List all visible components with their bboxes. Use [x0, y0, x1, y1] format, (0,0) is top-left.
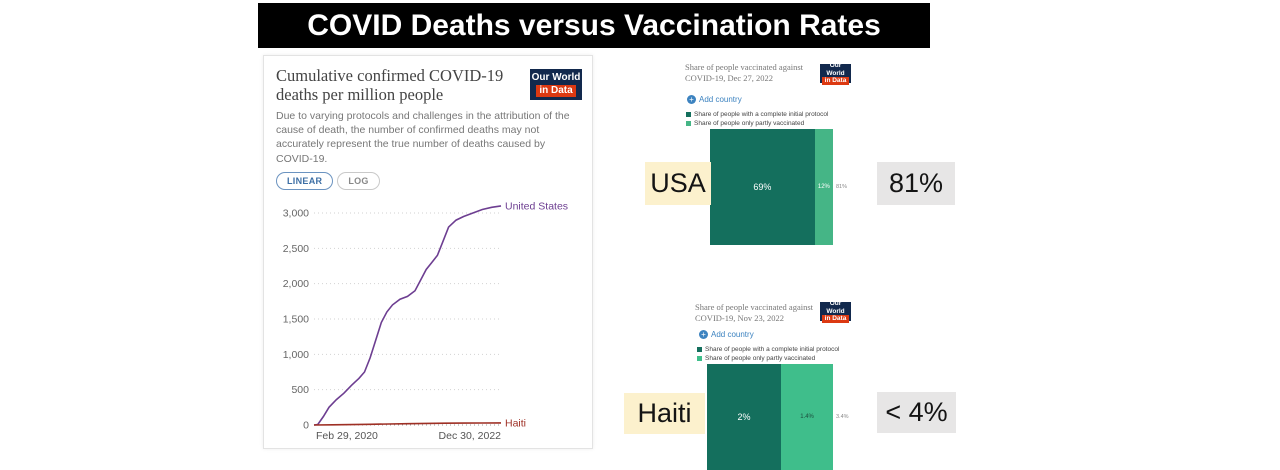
- owid-logo-line2: in Data: [821, 77, 850, 86]
- legend: Share of people with a complete initial …: [686, 109, 828, 127]
- legend-label-complete: Share of people with a complete initial …: [694, 111, 829, 118]
- legend-swatch-complete: [697, 347, 702, 352]
- series-end-label: Haiti: [505, 417, 526, 429]
- x-tick-label-start: Feb 29, 2020: [316, 430, 378, 442]
- owid-logo: Our World in Data: [530, 69, 582, 100]
- linear-toggle-button[interactable]: LINEAR: [276, 172, 334, 190]
- add-country-button[interactable]: + Add country: [699, 330, 754, 339]
- vaccination-bar-haiti: 2% 1.4% 3.4%: [707, 364, 849, 470]
- legend-item-partly-vaccinated[interactable]: Share of people only partly vaccinated: [697, 355, 839, 362]
- add-country-button[interactable]: + Add country: [687, 95, 742, 104]
- x-axis-labels: Feb 29, 2020 Dec 30, 2022: [316, 430, 501, 442]
- usa-country-callout: USA: [645, 162, 711, 205]
- add-country-label: Add country: [711, 330, 754, 339]
- owid-logo: Our World in Data: [820, 61, 851, 86]
- y-tick-label: 3,000: [283, 208, 309, 220]
- legend-label-partial: Share of people only partly vaccinated: [705, 355, 816, 362]
- slide-title: COVID Deaths versus Vaccination Rates: [307, 8, 881, 42]
- segment-value-label: 2%: [737, 412, 751, 422]
- legend-swatch-complete: [686, 112, 691, 117]
- log-toggle-button[interactable]: LOG: [337, 172, 380, 190]
- bar-segment-complete: 2%: [707, 364, 782, 470]
- vaccination-chart-usa-title: Share of people vaccinated against COVID…: [685, 62, 804, 84]
- owid-logo-line1: Our World: [826, 61, 845, 77]
- legend-label-partial: Share of people only partly vaccinated: [694, 120, 805, 127]
- deaths-line-chart: 0 500 1,000 1,500 2,000 2,500 3,000 Feb 29, 20…: [283, 201, 568, 442]
- bar-segment-partial: 12%: [814, 129, 833, 245]
- owid-logo-line2: in Data: [821, 315, 850, 324]
- owid-logo-line2: in Data: [536, 84, 576, 97]
- owid-logo-line1: Our World: [531, 72, 581, 83]
- y-tick-label: 2,000: [283, 278, 309, 290]
- owid-logo: Our World in Data: [820, 299, 851, 324]
- legend-swatch-partial: [686, 121, 691, 126]
- stacked-bar: 2% 1.4%: [707, 364, 833, 470]
- y-tick-label: 500: [291, 384, 309, 396]
- series-lines: [313, 205, 502, 426]
- series-end-label: United States: [505, 201, 568, 212]
- segment-value-label: 69%: [753, 182, 772, 192]
- owid-logo-line1: Our World: [826, 299, 845, 315]
- y-tick-label: 1,000: [283, 349, 309, 361]
- legend-item-complete-protocol[interactable]: Share of people with a complete initial …: [686, 111, 828, 118]
- y-tick-label: 0: [303, 420, 309, 432]
- series-line-united-states: [313, 205, 502, 426]
- deaths-chart-card: Cumulative confirmed COVID-19 deaths per…: [263, 55, 593, 449]
- legend-item-complete-protocol[interactable]: Share of people with a complete initial …: [697, 346, 839, 353]
- usa-rate-callout: 81%: [877, 162, 955, 205]
- deaths-chart-title: Cumulative confirmed COVID-19 deaths per…: [276, 66, 504, 104]
- haiti-rate-callout: < 4%: [877, 392, 956, 433]
- vaccination-chart-haiti-title: Share of people vaccinated against COVID…: [695, 302, 814, 324]
- scale-toggle-group: LINEAR LOG: [276, 172, 380, 190]
- gridlines: 0 500 1,000 1,500 2,000 2,500 3,000: [283, 208, 501, 432]
- vaccination-chart-haiti: Share of people vaccinated against COVID…: [683, 298, 968, 470]
- vaccination-bar-usa: 69% 12% 81%: [710, 129, 847, 245]
- haiti-country-callout: Haiti: [624, 393, 705, 434]
- bar-segment-partial: 1.4%: [781, 364, 833, 470]
- bar-total-label: 81%: [836, 184, 848, 190]
- plus-icon: +: [699, 330, 708, 339]
- bar-total-label: 3.4%: [836, 414, 849, 420]
- slide-title-banner: COVID Deaths versus Vaccination Rates: [258, 3, 930, 48]
- plus-icon: +: [687, 95, 696, 104]
- segment-value-label: 12%: [817, 184, 830, 190]
- series-line-haiti: [313, 422, 502, 426]
- y-tick-label: 1,500: [283, 314, 309, 326]
- legend: Share of people with a complete initial …: [697, 344, 839, 362]
- segment-value-label: 1.4%: [800, 414, 814, 420]
- legend-label-complete: Share of people with a complete initial …: [705, 346, 840, 353]
- bar-segment-complete: 69%: [710, 129, 815, 245]
- series-labels: United States Haiti: [505, 201, 568, 429]
- add-country-label: Add country: [699, 95, 742, 104]
- legend-item-partly-vaccinated[interactable]: Share of people only partly vaccinated: [686, 120, 828, 127]
- legend-swatch-partial: [697, 356, 702, 361]
- stacked-bar: 69% 12%: [710, 129, 833, 245]
- x-tick-label-end: Dec 30, 2022: [439, 430, 502, 442]
- y-tick-label: 2,500: [283, 243, 309, 255]
- vaccination-chart-usa: Share of people vaccinated against COVID…: [683, 60, 968, 255]
- deaths-chart-subtitle: Due to varying protocols and challenges …: [276, 110, 570, 165]
